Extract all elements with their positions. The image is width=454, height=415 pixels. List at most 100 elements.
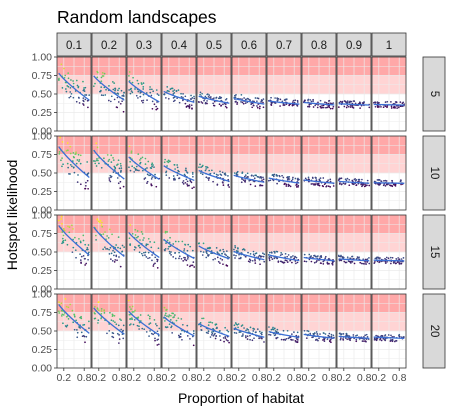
data-point bbox=[78, 97, 80, 99]
column-strip-label: 0.9 bbox=[346, 40, 362, 52]
data-point bbox=[239, 257, 242, 260]
data-point bbox=[322, 104, 325, 107]
data-point bbox=[296, 331, 299, 334]
data-point bbox=[252, 175, 255, 177]
data-point bbox=[164, 231, 167, 234]
x-tick-label: 0.2 bbox=[196, 372, 211, 384]
data-point bbox=[272, 326, 274, 329]
trend-line bbox=[373, 103, 405, 106]
data-point bbox=[277, 331, 280, 334]
data-point bbox=[117, 89, 119, 92]
y-tick-label: 0.75 bbox=[32, 228, 53, 240]
data-point bbox=[382, 184, 385, 187]
data-point bbox=[86, 173, 89, 175]
trend-line bbox=[93, 226, 125, 258]
data-point bbox=[390, 105, 393, 108]
data-point bbox=[182, 183, 185, 185]
facet-panel bbox=[301, 56, 337, 132]
data-point bbox=[235, 332, 238, 334]
data-point bbox=[64, 297, 67, 300]
data-point bbox=[316, 333, 319, 335]
x-tick-label: 0.2 bbox=[91, 372, 106, 384]
data-point bbox=[92, 160, 95, 162]
data-point bbox=[204, 169, 207, 172]
panel-border bbox=[161, 293, 197, 369]
panel-border bbox=[231, 135, 267, 211]
x-tick-label: 0.8 bbox=[112, 372, 127, 384]
x-tick-label: 0.8 bbox=[287, 372, 302, 384]
data-point bbox=[138, 169, 140, 172]
data-point bbox=[331, 107, 334, 110]
data-point bbox=[96, 218, 99, 221]
data-point bbox=[200, 250, 202, 253]
data-point bbox=[244, 335, 247, 337]
data-point bbox=[298, 178, 300, 181]
data-point bbox=[378, 179, 380, 181]
data-point bbox=[284, 252, 287, 255]
data-point bbox=[61, 222, 63, 225]
data-point bbox=[192, 261, 195, 263]
data-point bbox=[315, 179, 318, 181]
data-point bbox=[95, 159, 98, 162]
data-point bbox=[118, 342, 120, 344]
data-point bbox=[203, 99, 205, 102]
data-point bbox=[58, 312, 61, 314]
data-point bbox=[172, 93, 175, 95]
facet-panel bbox=[266, 56, 302, 132]
data-point bbox=[114, 321, 116, 324]
facet-panel bbox=[266, 135, 302, 211]
panel-border bbox=[56, 214, 92, 290]
data-point bbox=[156, 267, 159, 269]
data-point bbox=[149, 330, 151, 332]
data-point bbox=[139, 95, 142, 98]
data-point bbox=[153, 166, 155, 168]
data-point bbox=[357, 178, 360, 181]
data-point bbox=[200, 329, 203, 331]
x-axis-title: Proportion of habitat bbox=[178, 390, 304, 406]
x-tick-label: 0.8 bbox=[357, 372, 372, 384]
data-point bbox=[120, 165, 122, 167]
data-point bbox=[314, 104, 317, 107]
data-point bbox=[386, 183, 389, 186]
facet-panel bbox=[126, 56, 162, 132]
data-point bbox=[184, 244, 187, 246]
data-point bbox=[349, 257, 351, 260]
data-point bbox=[170, 251, 172, 253]
facet-panel bbox=[231, 135, 267, 211]
data-point bbox=[296, 99, 299, 102]
data-point bbox=[276, 257, 279, 260]
y-tick-label: 0.50 bbox=[32, 89, 53, 101]
data-point bbox=[141, 83, 143, 86]
data-point bbox=[320, 255, 323, 257]
data-point bbox=[67, 149, 69, 152]
trend-line bbox=[233, 97, 265, 105]
data-point bbox=[149, 241, 151, 243]
data-point bbox=[248, 98, 251, 101]
facet-panel bbox=[56, 293, 92, 369]
data-point bbox=[189, 245, 192, 248]
data-point bbox=[163, 93, 165, 96]
data-point bbox=[86, 161, 89, 163]
data-point bbox=[242, 333, 244, 335]
data-point bbox=[72, 321, 75, 324]
data-point bbox=[110, 154, 113, 157]
data-point bbox=[82, 80, 84, 83]
data-point bbox=[222, 337, 225, 339]
data-point bbox=[254, 258, 256, 261]
data-point bbox=[228, 186, 231, 188]
data-point bbox=[198, 166, 200, 169]
data-point bbox=[68, 96, 71, 99]
data-point bbox=[158, 327, 161, 330]
data-point bbox=[262, 98, 265, 100]
facet-panel bbox=[336, 56, 372, 132]
data-point bbox=[245, 329, 247, 332]
data-point bbox=[185, 259, 188, 262]
data-point bbox=[349, 100, 351, 103]
facet-panel bbox=[126, 214, 162, 290]
data-point bbox=[191, 249, 194, 252]
data-point bbox=[62, 314, 65, 316]
data-point bbox=[197, 101, 200, 103]
data-point bbox=[97, 322, 99, 324]
data-point bbox=[325, 185, 328, 187]
data-point bbox=[140, 157, 142, 160]
